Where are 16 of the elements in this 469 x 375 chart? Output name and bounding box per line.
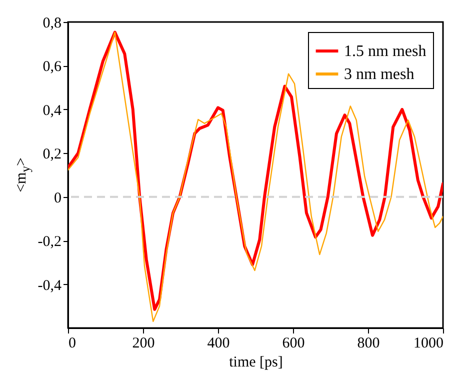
x-tick-label: 600 <box>282 336 305 352</box>
x-axis-title: time [ps] <box>229 354 283 370</box>
y-tick-label: 0,4 <box>42 102 62 119</box>
legend-label: 3 nm mesh <box>344 66 414 83</box>
x-tick-label: 400 <box>207 336 230 352</box>
x-tick-label: 1000 <box>414 336 444 352</box>
x-tick-label: 200 <box>132 336 155 352</box>
x-tick-label: 800 <box>357 336 380 352</box>
y-tick-label: -0,4 <box>38 278 62 294</box>
legend-label: 1.5 nm mesh <box>344 43 426 60</box>
x-tick-label: 0 <box>68 336 76 352</box>
y-tick-label: 0 <box>54 190 62 206</box>
y-tick-label: -0,2 <box>38 234 62 250</box>
y-tick-label: 0,2 <box>42 146 62 163</box>
y-tick-label: 0,8 <box>42 16 62 32</box>
y-tick-label: 0,6 <box>42 59 62 76</box>
